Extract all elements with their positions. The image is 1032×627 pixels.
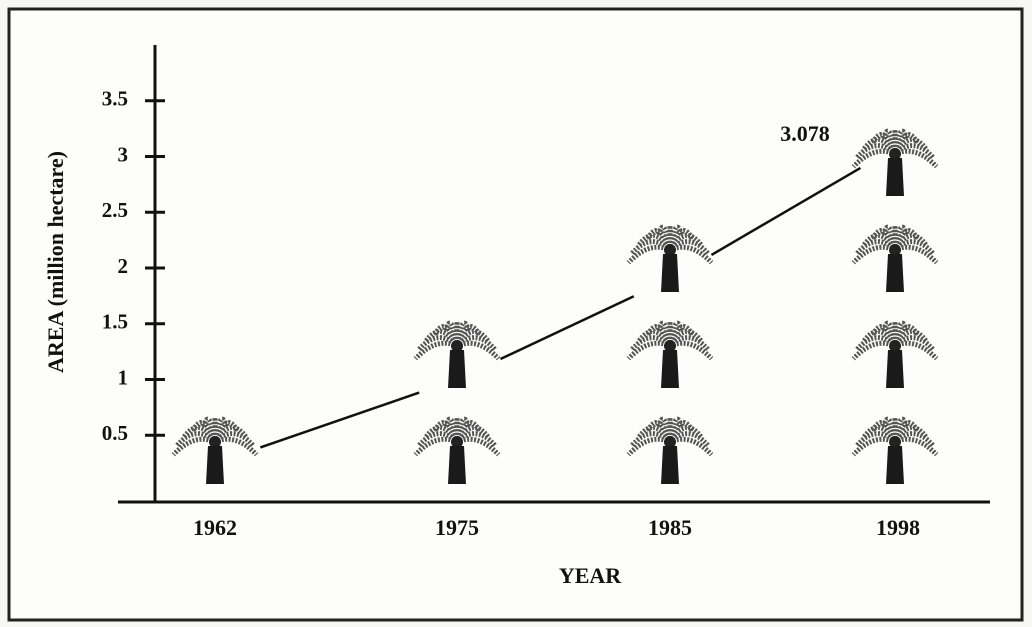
y-tick-label: 3.5 [102, 87, 128, 111]
y-tick-label: 3 [118, 142, 129, 166]
trunk [448, 446, 466, 484]
data-label: 3.078 [780, 121, 830, 146]
y-axis-label: AREA (million hectare) [43, 151, 68, 373]
y-tick-label: 1.5 [102, 310, 128, 334]
y-tick-label: 2 [118, 254, 129, 278]
trunk [448, 350, 466, 388]
chart: YEAR AREA (million hectare) 0.5 1 1.5 2 2.5 3… [0, 0, 1032, 627]
trunk [661, 446, 679, 484]
y-tick-label: 0.5 [102, 421, 128, 445]
y-tick-label: 2.5 [102, 198, 128, 222]
trunk [206, 446, 224, 484]
x-tick-label: 1975 [435, 515, 479, 540]
trunk [886, 350, 904, 388]
x-tick-label: 1962 [193, 515, 237, 540]
trunk [661, 254, 679, 292]
trunk [886, 254, 904, 292]
trunk [886, 446, 904, 484]
y-tick-label: 1 [118, 365, 129, 389]
x-tick-label: 1998 [876, 515, 920, 540]
x-tick-label: 1985 [648, 515, 692, 540]
x-axis-label: YEAR [559, 563, 622, 588]
trunk [661, 350, 679, 388]
trunk [886, 158, 904, 196]
